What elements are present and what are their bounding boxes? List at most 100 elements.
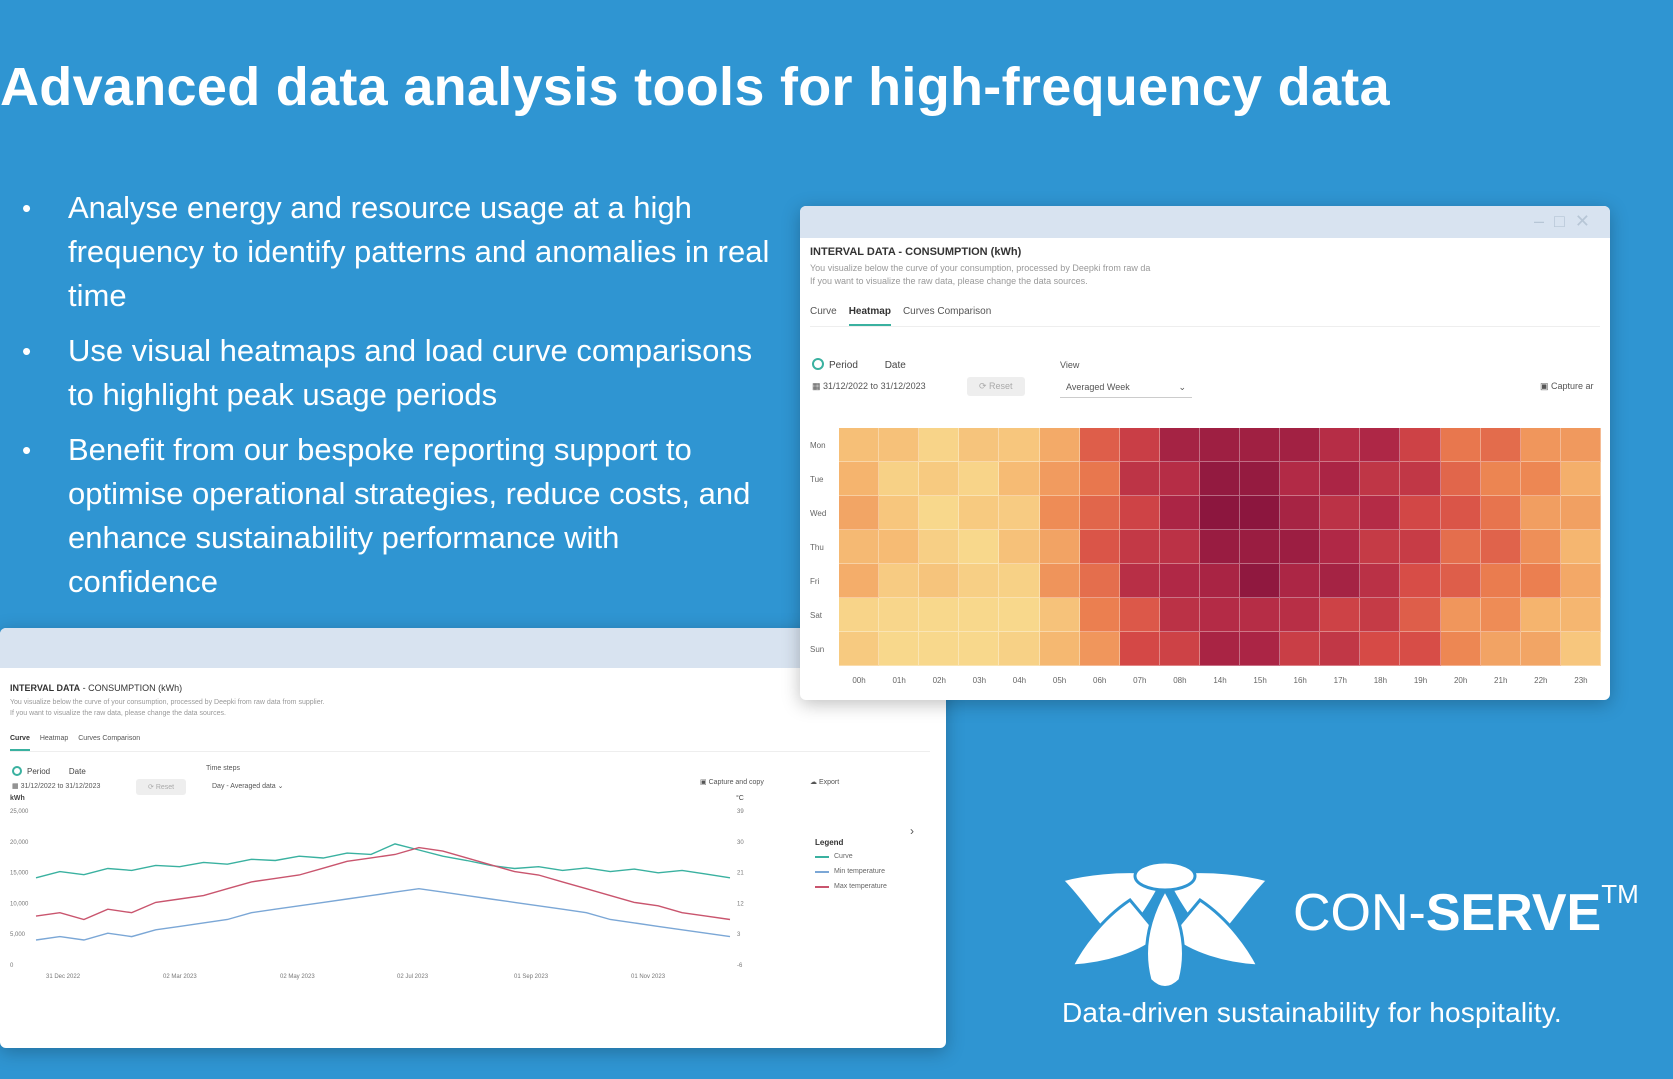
heatmap-cell: [1400, 564, 1441, 598]
heatmap-cell: [839, 598, 880, 632]
heatmap-cell: [1199, 632, 1241, 666]
expand-chevron-icon[interactable]: ›: [910, 824, 914, 838]
heatmap-col-label: 03h: [972, 676, 987, 685]
heatmap-cell: [959, 598, 1000, 632]
view-select[interactable]: Averaged Week ⌄: [1060, 378, 1192, 398]
heatmap-cell: [1159, 598, 1200, 632]
chevron-down-icon: ⌄: [1178, 382, 1186, 392]
period-radio[interactable]: Period Date: [812, 358, 906, 371]
heatmap-row-label: Fri: [810, 576, 820, 586]
bullet-list: Analyse energy and resource usage at a h…: [22, 186, 772, 615]
x-tick-label: 01 Sep 2023: [514, 974, 549, 980]
heatmap-cell: [879, 530, 920, 564]
heatmap-cell: [1360, 530, 1401, 564]
tab-heatmap[interactable]: Heatmap: [848, 302, 891, 326]
heatmap-cell: [1360, 564, 1401, 598]
date-radio-label[interactable]: Date: [884, 360, 906, 371]
heatmap-cell: [919, 496, 960, 530]
y-tick-label: 10,000: [10, 901, 29, 907]
tab-curves-comparison[interactable]: Curves Comparison: [78, 735, 141, 742]
heatmap-cell: [1240, 496, 1281, 530]
heatmap-tabs: Curve Heatmap Curves Comparison: [810, 302, 1600, 327]
y2-tick-label: 21: [737, 871, 744, 877]
x-tick-label: 02 Mar 2023: [163, 974, 197, 980]
tab-heatmap[interactable]: Heatmap: [39, 735, 69, 742]
heatmap-cell: [1400, 598, 1441, 632]
heatmap-cell: [1240, 530, 1281, 564]
timesteps-label: Time steps: [206, 765, 240, 772]
export-button[interactable]: ☁ Export: [810, 779, 840, 786]
series-line: [35, 887, 731, 941]
minimize-icon[interactable]: –: [1534, 211, 1555, 231]
heatmap-cell: [1119, 632, 1160, 666]
heatmap-cell: [1480, 632, 1521, 666]
chevron-down-icon: ⌄: [277, 783, 284, 790]
heatmap-cell: [1560, 428, 1601, 462]
y2-tick-label: 39: [737, 809, 744, 815]
heatmap-cell: [1079, 530, 1120, 564]
timesteps-select[interactable]: Day - Averaged data ⌄: [212, 783, 284, 790]
heatmap-cell: [1440, 462, 1481, 496]
heatmap-cell: [919, 428, 960, 462]
heatmap-cell: [1280, 598, 1321, 632]
x-tick-label: 02 Jul 2023: [397, 974, 429, 980]
heatmap-cell: [879, 496, 920, 530]
reset-button[interactable]: ⟳ Reset: [967, 377, 1025, 396]
heatmap-cell: [1560, 530, 1601, 564]
heatmap-cell: [1480, 564, 1521, 598]
chart-legend: Legend Curve Min temperature Max tempera…: [815, 838, 887, 898]
heatmap-row-label: Sat: [810, 610, 823, 620]
heatmap-cell: [1560, 632, 1601, 666]
heatmap-cell: [1400, 632, 1441, 666]
date-range-field[interactable]: ▦ 31/12/2022 to 31/12/2023: [812, 381, 926, 391]
heatmap-cell: [839, 632, 880, 666]
heatmap-cell: [1480, 530, 1521, 564]
y2-tick-label: 3: [737, 932, 741, 938]
heatmap-cell: [1320, 496, 1361, 530]
heatmap-cell: [1159, 564, 1200, 598]
heatmap-cell: [1159, 530, 1200, 564]
cloud-download-icon: ☁: [810, 779, 819, 786]
curve-window-title: INTERVAL DATA - CONSUMPTION (kWh): [10, 683, 183, 693]
heatmap-cell: [1199, 564, 1241, 598]
y-tick-label: 15,000: [10, 871, 29, 877]
reset-button[interactable]: ⟳ Reset: [136, 779, 187, 795]
heatmap-cell: [879, 462, 920, 496]
heatmap-cell: [1079, 632, 1120, 666]
capture-button[interactable]: ▣ Capture ar: [1540, 381, 1594, 391]
window-titlebar: [0, 628, 946, 668]
y-tick-label: 20,000: [10, 840, 29, 846]
date-range-field[interactable]: ▦ 31/12/2022 to 31/12/2023: [12, 783, 101, 790]
close-icon[interactable]: ✕: [1574, 211, 1600, 231]
period-radio[interactable]: Period Date: [12, 766, 86, 777]
y-axis-label: kWh: [10, 795, 25, 802]
heatmap-cell: [999, 428, 1040, 462]
maximize-icon[interactable]: □: [1554, 211, 1575, 231]
heatmap-cell: [1520, 598, 1561, 632]
heatmap-grid: [839, 428, 1601, 666]
heatmap-cell: [1520, 496, 1561, 530]
heatmap-col-label: 07h: [1133, 676, 1147, 685]
date-radio-label[interactable]: Date: [68, 767, 86, 776]
heatmap-cell: [1240, 462, 1281, 496]
heatmap-row-label: Mon: [810, 440, 826, 450]
tab-curves-comparison[interactable]: Curves Comparison: [902, 306, 992, 317]
y-tick-label: 0: [10, 963, 14, 969]
heatmap-cell: [1240, 598, 1281, 632]
heatmap-cell: [1480, 598, 1521, 632]
heatmap-cell: [839, 428, 880, 462]
heatmap-cell: [879, 428, 920, 462]
heatmap-cell: [919, 632, 960, 666]
x-tick-label: 02 May 2023: [280, 974, 315, 980]
heatmap-cell: [1119, 496, 1160, 530]
tab-curve[interactable]: Curve: [810, 306, 837, 317]
heatmap-cell: [1240, 428, 1281, 462]
heatmap-cell: [1079, 462, 1120, 496]
heatmap-cell: [999, 462, 1040, 496]
capture-button[interactable]: ▣ Capture and copy: [700, 779, 764, 786]
heatmap-cell: [1240, 564, 1281, 598]
tab-curve[interactable]: Curve: [10, 731, 30, 751]
heatmap-cell: [1039, 530, 1080, 564]
series-line: [35, 843, 731, 879]
